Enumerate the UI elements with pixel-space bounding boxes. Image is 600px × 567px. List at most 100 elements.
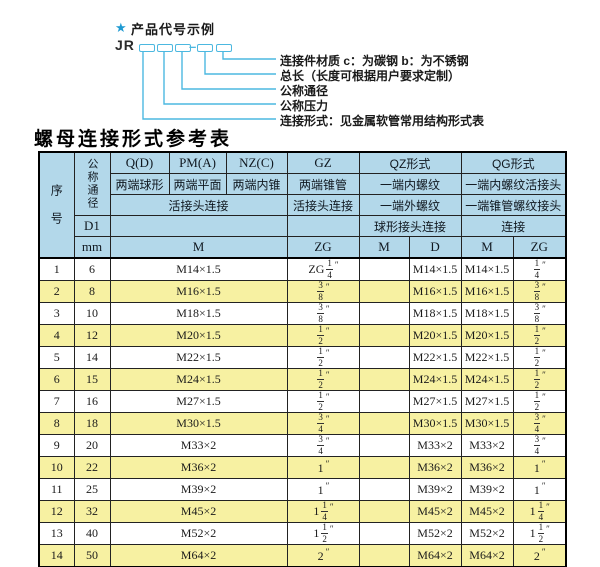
- cell-qz-m: [358, 478, 410, 501]
- cell-qz-d: M20×1.5: [408, 324, 462, 347]
- cell-qz-d: M64×2: [408, 544, 462, 567]
- header-qz-desc1: 一端内螺纹: [358, 173, 462, 195]
- header-union-connection: 活接头连接: [109, 194, 288, 216]
- table-title: 螺母连接形式参考表: [34, 128, 233, 150]
- cell-gz-zg: 1 ″: [286, 478, 360, 501]
- cell-qg-zg: 1 2 ″: [512, 346, 567, 369]
- cell-qz-d: M30×1.5: [408, 412, 462, 435]
- cell-m: M18×1.5: [109, 302, 288, 325]
- cell-qg-zg: 1 1 4 ″: [512, 500, 567, 523]
- cell-qz-d: M39×2: [408, 478, 462, 501]
- cell-dn: 22: [73, 456, 111, 479]
- cell-qg-m: M24×1.5: [460, 368, 514, 391]
- cell-qz-d: M22×1.5: [408, 346, 462, 369]
- cell-qg-zg: 1 4 ″: [512, 257, 567, 281]
- cell-seq: 2: [38, 280, 75, 303]
- cell-dn: 20: [73, 434, 111, 457]
- cell-qz-m: [358, 390, 410, 413]
- table-row: 5 14 M22×1.5 1 2 ″ M22×1.5 M22×1.5 1 2 ″: [38, 346, 567, 369]
- cell-dn: 50: [73, 544, 111, 567]
- cell-qg-zg: 2 ″: [512, 544, 567, 567]
- cell-qz-m: [358, 544, 410, 567]
- header-m-label: M: [109, 236, 288, 259]
- table-row: 3 10 M18×1.5 3 8 ″ M18×1.5 M18×1.5 3 8 ″: [38, 302, 567, 325]
- header-qz-d-label: D: [408, 236, 462, 259]
- header-qz-m-label: M: [358, 236, 410, 259]
- cell-m: M20×1.5: [109, 324, 288, 347]
- header-col-qz: QZ形式: [358, 151, 462, 174]
- header-nz-desc: 两端内锥: [225, 173, 288, 195]
- cell-m: M22×1.5: [109, 346, 288, 369]
- cell-dn: 8: [73, 280, 111, 303]
- cell-m: M45×2: [109, 500, 288, 523]
- cell-dn: 14: [73, 346, 111, 369]
- cell-m: M36×2: [109, 456, 288, 479]
- cell-qg-zg: 1 2 ″: [512, 368, 567, 391]
- cell-qg-zg: 1 2 ″: [512, 390, 567, 413]
- cell-qg-zg: 1 ″: [512, 478, 567, 501]
- cell-gz-zg: 1 ″: [286, 456, 360, 479]
- cell-qg-m: M27×1.5: [460, 390, 514, 413]
- header-dn: 公称通径: [73, 151, 111, 216]
- code-dash: –: [189, 39, 197, 54]
- cell-m: M39×2: [109, 478, 288, 501]
- cell-seq: 14: [38, 544, 75, 567]
- cell-qg-m: M16×1.5: [460, 280, 514, 303]
- cell-gz-zg: 1 2 ″: [286, 346, 360, 369]
- table-row: 13 40 M52×2 1 1 2 ″ M52×2 M52×2 1 1 2 ″: [38, 522, 567, 545]
- cell-qz-m: [358, 412, 410, 435]
- diagram-label-connection: 连接形式：见金属软管常用结构形式表: [280, 114, 485, 128]
- cell-qg-m: M14×1.5: [460, 257, 514, 281]
- cell-qg-m: M18×1.5: [460, 302, 514, 325]
- cell-qg-m: M36×2: [460, 456, 514, 479]
- header-q-desc: 两端球形: [109, 173, 170, 195]
- cell-m: M14×1.5: [109, 257, 288, 281]
- cell-qg-m: M22×1.5: [460, 346, 514, 369]
- cell-qz-m: [358, 257, 410, 281]
- cell-qg-m: M45×2: [460, 500, 514, 523]
- cell-m: M64×2: [109, 544, 288, 567]
- cell-gz-zg: ZG 1 4 ″: [286, 257, 360, 281]
- table-body: 1 6 M14×1.5 ZG 1 4 ″ M14×1.5 M14×1.5 1 4 ″ 2 8 M16×1.5…: [38, 257, 567, 567]
- cell-seq: 9: [38, 434, 75, 457]
- cell-qz-m: [358, 500, 410, 523]
- code-box-3: [175, 44, 191, 52]
- table-row: 1 6 M14×1.5 ZG 1 4 ″ M14×1.5 M14×1.5 1 4 ″: [38, 257, 567, 281]
- header-col-nz: NZ(C): [225, 151, 288, 174]
- cell-gz-zg: 3 8 ″: [286, 280, 360, 303]
- cell-qg-zg: 3 4 ″: [512, 412, 567, 435]
- cell-qz-d: M45×2: [408, 500, 462, 523]
- star-icon: ★: [115, 20, 127, 35]
- header-col-pm: PM(A): [168, 151, 227, 174]
- diagram-label-pressure: 公称压力: [280, 99, 329, 113]
- cell-qz-m: [358, 302, 410, 325]
- cell-qz-m: [358, 324, 410, 347]
- code-box-2: [157, 44, 173, 52]
- table-row: 14 50 M64×2 2 ″ M64×2 M64×2 2 ″: [38, 544, 567, 567]
- header-col-q: Q(D): [109, 151, 170, 174]
- cell-m: M27×1.5: [109, 390, 288, 413]
- header-qg-m-label: M: [460, 236, 514, 259]
- cell-qg-m: M20×1.5: [460, 324, 514, 347]
- cell-qz-d: M16×1.5: [408, 280, 462, 303]
- cell-qg-zg: 3 8 ″: [512, 302, 567, 325]
- cell-gz-zg: 3 4 ″: [286, 434, 360, 457]
- cell-dn: 25: [73, 478, 111, 501]
- diagram-label-diameter: 公称通径: [280, 84, 329, 98]
- diagram-title: 产品代号示例: [131, 22, 216, 37]
- table-row: 9 20 M33×2 3 4 ″ M33×2 M33×2 3 4 ″: [38, 434, 567, 457]
- cell-seq: 12: [38, 500, 75, 523]
- cell-qz-d: M18×1.5: [408, 302, 462, 325]
- header-blank-gz: [286, 215, 360, 237]
- table-row: 7 16 M27×1.5 1 2 ″ M27×1.5 M27×1.5 1 2 ″: [38, 390, 567, 413]
- table-row: 8 18 M30×1.5 3 4 ″ M30×1.5 M30×1.5 3 4 ″: [38, 412, 567, 435]
- table-row: 11 25 M39×2 1 ″ M39×2 M39×2 1 ″: [38, 478, 567, 501]
- header-qg-desc1: 一端内螺纹活接头: [460, 173, 567, 195]
- cell-qz-m: [358, 434, 410, 457]
- product-code-diagram: ★ 产品代号示例 JR – 连接件材质 c：为碳钢 b：为不锈钢 总长（长度可根…: [0, 0, 600, 150]
- cell-seq: 8: [38, 412, 75, 435]
- cell-m: M24×1.5: [109, 368, 288, 391]
- cell-m: M52×2: [109, 522, 288, 545]
- cell-gz-zg: 2 ″: [286, 544, 360, 567]
